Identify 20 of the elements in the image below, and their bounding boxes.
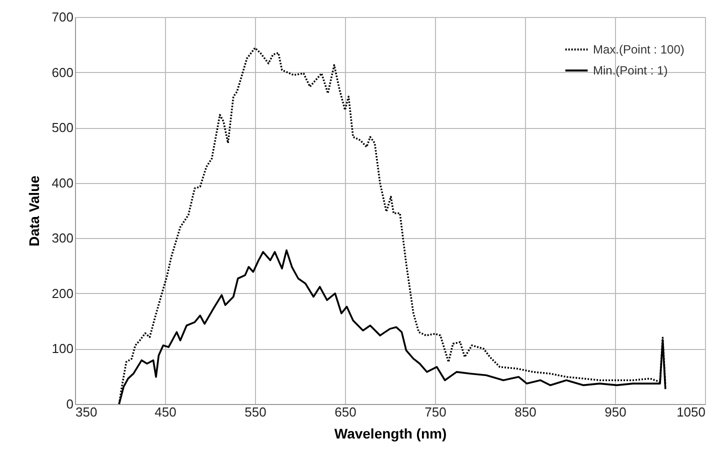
legend-label: Min.(Point : 1) (593, 64, 668, 78)
x-tick-label: 850 (514, 404, 536, 420)
y-axis-title: Data Value (26, 175, 42, 246)
y-tick-label: 300 (52, 230, 74, 246)
x-tick-label: 950 (604, 404, 626, 420)
x-tick-label: 650 (334, 404, 356, 420)
legend-label: Max.(Point : 100) (593, 42, 684, 56)
x-tick-label: 350 (76, 404, 98, 420)
y-tick-label: 0 (66, 396, 74, 412)
x-axis-title: Wavelength (nm) (334, 426, 447, 442)
y-tick-label: 400 (52, 175, 74, 190)
x-tick-label: 1050 (676, 404, 706, 420)
x-tick-label: 450 (154, 404, 176, 420)
y-tick-label: 700 (52, 10, 74, 24)
x-tick-label: 750 (424, 404, 446, 420)
x-tick-label: 550 (244, 404, 266, 420)
y-tick-label: 100 (52, 341, 74, 356)
y-tick-label: 200 (52, 286, 74, 301)
y-tick-label: 500 (52, 120, 74, 136)
y-tick-label: 600 (52, 64, 74, 80)
